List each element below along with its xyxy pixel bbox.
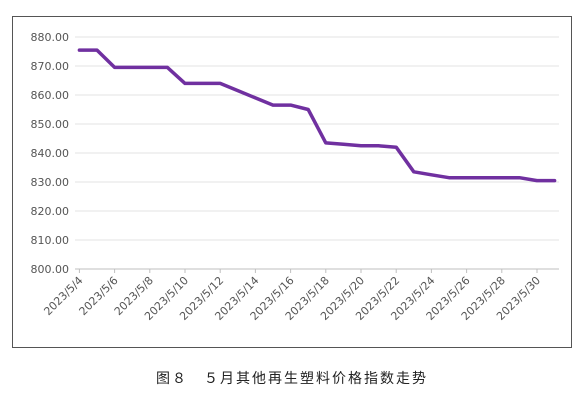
y-tick-label: 800.00: [31, 263, 70, 276]
y-tick-label: 870.00: [31, 60, 70, 73]
line-chart: 880.00 870.00 860.00 850.00 840.00 830.00 820.…: [31, 31, 559, 323]
series-line: [77, 48, 557, 183]
y-tick-label: 820.00: [31, 205, 70, 218]
y-tick-label: 810.00: [31, 234, 70, 247]
y-tick-label: 840.00: [31, 147, 70, 160]
figure-caption: 图８ ５月其他再生塑料价格指数走势: [156, 371, 428, 387]
y-tick-label: 880.00: [31, 31, 70, 44]
y-tick-label: 850.00: [31, 118, 70, 131]
y-tick-label: 860.00: [31, 89, 70, 102]
y-tick-label: 830.00: [31, 176, 70, 189]
chart-frame: 880.00 870.00 860.00 850.00 840.00 830.00 820.…: [12, 16, 572, 348]
